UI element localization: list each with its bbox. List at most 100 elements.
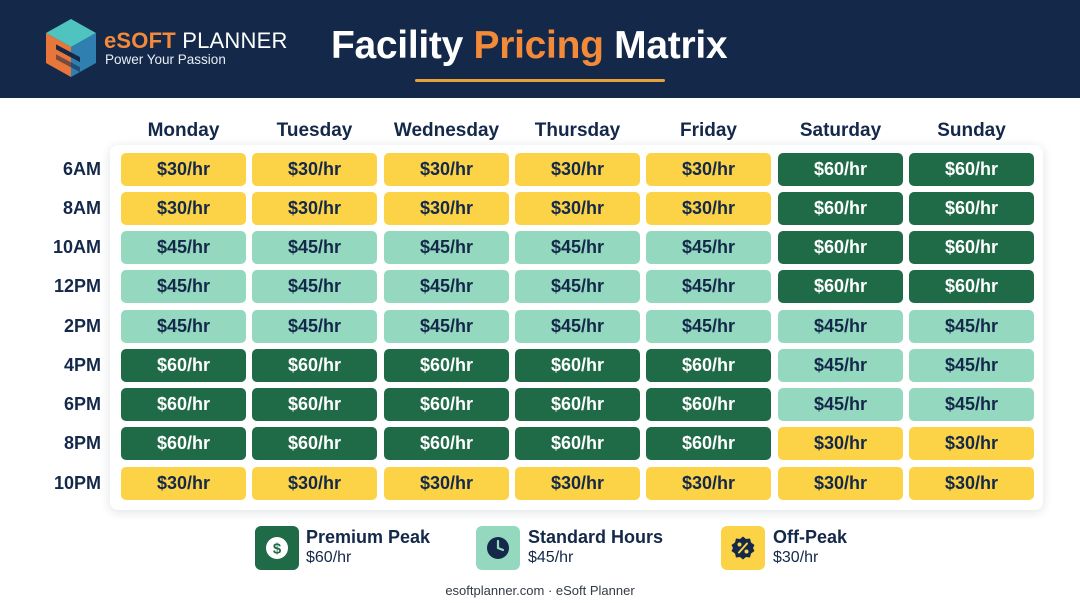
price-cell-friday-4pm: $60/hr: [646, 349, 771, 382]
esoft-logo-icon: [46, 19, 96, 77]
price-cell-monday-2pm: $45/hr: [121, 310, 246, 343]
price-cell-tuesday-6pm: $60/hr: [252, 388, 377, 421]
price-cell-wednesday-6am: $30/hr: [384, 153, 509, 186]
clock-icon: [476, 526, 520, 570]
price-cell-sunday-6am: $60/hr: [909, 153, 1034, 186]
price-cell-tuesday-10pm: $30/hr: [252, 467, 377, 500]
footer-text: esoftplanner.com · eSoft Planner: [445, 583, 635, 598]
dollar-icon: $: [255, 526, 299, 570]
price-cell-tuesday-6am: $30/hr: [252, 153, 377, 186]
column-header-wednesday: Wednesday: [393, 120, 500, 141]
price-cell-thursday-8pm: $60/hr: [515, 427, 640, 460]
column-header-monday: Monday: [147, 120, 220, 141]
row-label-10am: 10AM: [52, 237, 101, 257]
legend-standard-title: Standard Hours: [528, 527, 664, 547]
price-cell-wednesday-10am: $45/hr: [384, 231, 509, 264]
price-cell-thursday-6pm: $60/hr: [515, 388, 640, 421]
legend-standard-price: $45/hr: [528, 549, 574, 566]
price-cell-sunday-10pm: $30/hr: [909, 467, 1034, 500]
price-cell-saturday-6pm: $45/hr: [778, 388, 903, 421]
row-label-4pm: 4PM: [63, 355, 101, 375]
price-cell-monday-10pm: $30/hr: [121, 467, 246, 500]
price-cell-monday-4pm: $60/hr: [121, 349, 246, 382]
price-cell-saturday-6am: $60/hr: [778, 153, 903, 186]
page-title: Facility Pricing Matrix: [331, 24, 728, 68]
title-underline: [415, 79, 665, 82]
price-cell-monday-8pm: $60/hr: [121, 427, 246, 460]
price-cell-thursday-10am: $45/hr: [515, 231, 640, 264]
price-cell-saturday-10pm: $30/hr: [778, 467, 903, 500]
legend-offpeak-title: Off-Peak: [773, 527, 848, 547]
price-cell-tuesday-4pm: $60/hr: [252, 349, 377, 382]
column-header-sunday: Sunday: [937, 120, 1006, 141]
row-label-6pm: 6PM: [63, 394, 101, 414]
price-cell-tuesday-8am: $30/hr: [252, 192, 377, 225]
price-cell-thursday-12pm: $45/hr: [515, 270, 640, 303]
price-cell-saturday-10am: $60/hr: [778, 231, 903, 264]
price-cell-sunday-8pm: $30/hr: [909, 427, 1034, 460]
price-cell-saturday-12pm: $60/hr: [778, 270, 903, 303]
price-cell-friday-10pm: $30/hr: [646, 467, 771, 500]
price-cell-wednesday-10pm: $30/hr: [384, 467, 509, 500]
price-cell-friday-12pm: $45/hr: [646, 270, 771, 303]
price-cell-wednesday-12pm: $45/hr: [384, 270, 509, 303]
price-cell-friday-6pm: $60/hr: [646, 388, 771, 421]
price-cell-wednesday-2pm: $45/hr: [384, 310, 509, 343]
brand-name: eSOFT PLANNER: [104, 28, 288, 54]
price-cell-friday-8am: $30/hr: [646, 192, 771, 225]
column-header-tuesday: Tuesday: [276, 120, 353, 141]
price-cell-saturday-8pm: $30/hr: [778, 427, 903, 460]
title-word-3: Matrix: [603, 24, 728, 67]
price-cell-saturday-2pm: $45/hr: [778, 310, 903, 343]
row-label-12pm: 12PM: [53, 276, 101, 296]
price-cell-monday-10am: $45/hr: [121, 231, 246, 264]
price-cell-sunday-8am: $60/hr: [909, 192, 1034, 225]
row-label-8pm: 8PM: [63, 433, 101, 453]
price-cell-friday-8pm: $60/hr: [646, 427, 771, 460]
price-cell-saturday-8am: $60/hr: [778, 192, 903, 225]
price-cell-monday-6pm: $60/hr: [121, 388, 246, 421]
price-cell-monday-12pm: $45/hr: [121, 270, 246, 303]
legend-premium-title: Premium Peak: [306, 527, 431, 547]
svg-text:$: $: [273, 541, 282, 558]
price-cell-sunday-12pm: $60/hr: [909, 270, 1034, 303]
row-label-10pm: 10PM: [53, 473, 101, 493]
price-cell-friday-2pm: $45/hr: [646, 310, 771, 343]
price-cell-wednesday-8pm: $60/hr: [384, 427, 509, 460]
column-header-saturday: Saturday: [799, 120, 882, 141]
price-cell-wednesday-6pm: $60/hr: [384, 388, 509, 421]
brand-tagline: Power Your Passion: [105, 52, 226, 67]
percent-icon: [721, 526, 765, 570]
price-cell-sunday-2pm: $45/hr: [909, 310, 1034, 343]
column-header-thursday: Thursday: [534, 120, 621, 141]
price-cell-thursday-8am: $30/hr: [515, 192, 640, 225]
header-bar: eSOFT PLANNER Power Your Passion Facilit…: [0, 0, 1080, 98]
price-cell-thursday-10pm: $30/hr: [515, 467, 640, 500]
price-cell-sunday-6pm: $45/hr: [909, 388, 1034, 421]
title-word-1: Facility: [331, 24, 474, 67]
title-word-accent: Pricing: [473, 24, 604, 67]
row-label-6am: 6AM: [62, 159, 101, 179]
price-cell-wednesday-8am: $30/hr: [384, 192, 509, 225]
price-cell-thursday-6am: $30/hr: [515, 153, 640, 186]
row-label-8am: 8AM: [62, 198, 101, 218]
price-cell-thursday-2pm: $45/hr: [515, 310, 640, 343]
price-cell-monday-8am: $30/hr: [121, 192, 246, 225]
brand-name-rest: PLANNER: [175, 28, 288, 53]
price-cell-wednesday-4pm: $60/hr: [384, 349, 509, 382]
brand-name-accent: eSOFT: [104, 28, 176, 53]
price-cell-tuesday-12pm: $45/hr: [252, 270, 377, 303]
legend-offpeak-price: $30/hr: [773, 549, 819, 566]
price-cell-friday-10am: $45/hr: [646, 231, 771, 264]
legend-premium-price: $60/hr: [306, 549, 352, 566]
price-cell-tuesday-8pm: $60/hr: [252, 427, 377, 460]
price-cell-tuesday-10am: $45/hr: [252, 231, 377, 264]
price-cell-saturday-4pm: $45/hr: [778, 349, 903, 382]
column-header-friday: Friday: [679, 120, 738, 141]
price-cell-thursday-4pm: $60/hr: [515, 349, 640, 382]
price-cell-monday-6am: $30/hr: [121, 153, 246, 186]
row-label-2pm: 2PM: [63, 316, 101, 336]
price-cell-friday-6am: $30/hr: [646, 153, 771, 186]
price-cell-sunday-10am: $60/hr: [909, 231, 1034, 264]
price-cell-tuesday-2pm: $45/hr: [252, 310, 377, 343]
